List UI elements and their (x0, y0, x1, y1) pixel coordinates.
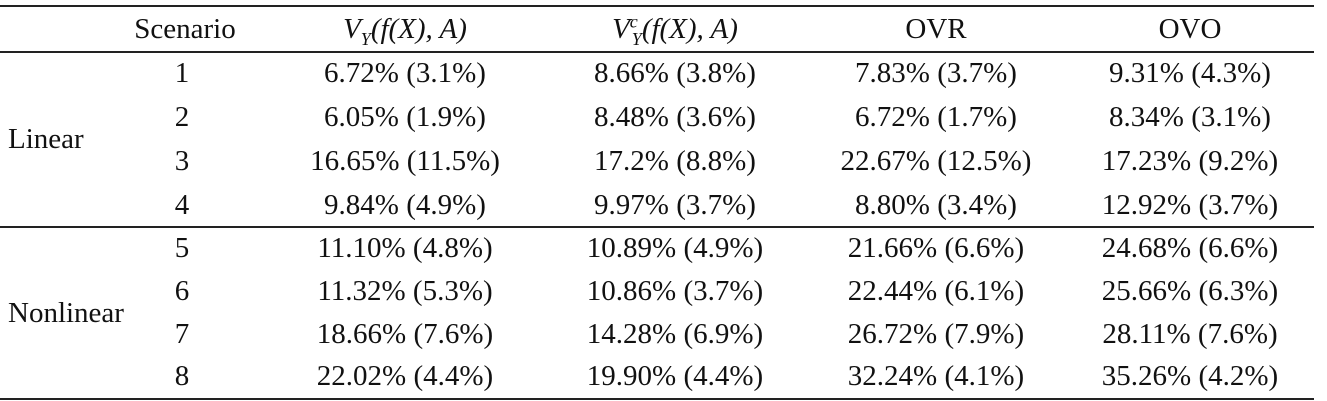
cell-vy: 6.72% (3.1%) (324, 57, 486, 89)
cell-vy: 9.84% (4.9%) (324, 189, 486, 221)
cell-ovo: 8.34% (3.1%) (1109, 101, 1271, 133)
cell-scenario: 6 (174, 275, 190, 307)
header-rule (0, 51, 1314, 53)
cell-vyc: 10.86% (3.7%) (586, 275, 764, 307)
header-vy: VY(f(X), A) (270, 7, 540, 51)
table-bottom-rule (0, 398, 1314, 400)
cell-ovo: 24.68% (6.6%) (1101, 232, 1279, 264)
header-ovo: OVO (1158, 13, 1222, 45)
header-vyc-sub: Y (631, 28, 642, 49)
cell-ovr: 22.44% (6.1%) (847, 275, 1025, 307)
cell-ovr: 26.72% (7.9%) (847, 318, 1025, 350)
cell-ovr: 7.83% (3.7%) (855, 57, 1017, 89)
cell-vy: 11.10% (4.8%) (317, 232, 493, 264)
group-separator-rule (0, 226, 1314, 228)
header-vyc: VcY(f(X), A) (540, 7, 810, 51)
header-vy-sub: Y (360, 28, 371, 49)
cell-vyc: 14.28% (6.9%) (586, 318, 764, 350)
cell-vy: 16.65% (11.5%) (310, 145, 500, 177)
group-label-linear: Linear (8, 123, 84, 155)
header-vyc-base: V (612, 13, 630, 45)
cell-vyc: 17.2% (8.8%) (594, 145, 756, 177)
header-vyc-args: (f(X), A) (641, 13, 738, 45)
cell-ovr: 21.66% (6.6%) (847, 232, 1025, 264)
header-vy-args: (f(X), A) (370, 13, 467, 45)
cell-scenario: 3 (174, 145, 190, 177)
cell-ovr: 32.24% (4.1%) (847, 360, 1025, 392)
cell-ovo: 17.23% (9.2%) (1101, 145, 1279, 177)
cell-vyc: 10.89% (4.9%) (586, 232, 764, 264)
cell-ovo: 28.11% (7.6%) (1102, 318, 1278, 350)
cell-ovo: 9.31% (4.3%) (1109, 57, 1271, 89)
cell-vyc: 9.97% (3.7%) (594, 189, 756, 221)
cell-ovo: 12.92% (3.7%) (1101, 189, 1279, 221)
cell-scenario: 5 (174, 232, 190, 264)
cell-vy: 11.32% (5.3%) (317, 275, 493, 307)
cell-vyc: 8.66% (3.8%) (594, 57, 756, 89)
cell-vy: 18.66% (7.6%) (316, 318, 494, 350)
cell-ovo: 35.26% (4.2%) (1101, 360, 1279, 392)
cell-vyc: 19.90% (4.4%) (586, 360, 764, 392)
header-vy-base: V (343, 13, 361, 45)
header-ovr: OVR (905, 13, 967, 45)
group-label-nonlinear: Nonlinear (8, 297, 124, 329)
cell-vy: 22.02% (4.4%) (316, 360, 494, 392)
cell-vy: 6.05% (1.9%) (324, 101, 486, 133)
cell-ovo: 25.66% (6.3%) (1101, 275, 1279, 307)
header-vyc-sup: c (629, 11, 638, 32)
cell-ovr: 22.67% (12.5%) (840, 145, 1032, 177)
cell-scenario: 4 (174, 189, 190, 221)
cell-vyc: 8.48% (3.6%) (594, 101, 756, 133)
table-top-rule (0, 5, 1314, 7)
cell-ovr: 8.80% (3.4%) (855, 189, 1017, 221)
cell-ovr: 6.72% (1.7%) (855, 101, 1017, 133)
cell-scenario: 8 (174, 360, 190, 392)
cell-scenario: 7 (174, 318, 190, 350)
header-scenario: Scenario (134, 13, 236, 45)
cell-scenario: 1 (174, 57, 190, 89)
cell-scenario: 2 (174, 101, 190, 133)
